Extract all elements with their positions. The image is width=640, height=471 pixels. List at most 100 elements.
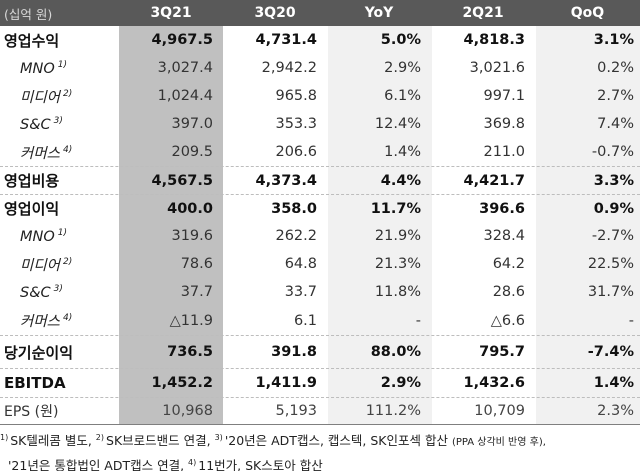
cell-3q21: 209.5 xyxy=(171,144,213,160)
cell-2q21: 795.7 xyxy=(479,344,525,360)
cell-3q21: 3,027.4 xyxy=(157,60,213,76)
cell-yoy: 88.0% xyxy=(370,344,421,360)
table-row: 영업이익 400.0 358.0 11.7% 396.6 0.9% xyxy=(0,194,640,222)
cell-2q21: 4,818.3 xyxy=(463,32,525,48)
cell-2q21: 211.0 xyxy=(483,144,525,160)
row-label: 미디어 2) xyxy=(20,256,73,274)
cell-qoq: 7.4% xyxy=(597,116,634,132)
cell-3q21: 78.6 xyxy=(180,256,213,272)
cell-3q20: 2,942.2 xyxy=(261,60,317,76)
table-row: MNO 1) 3,027.4 2,942.2 2.9% 3,021.6 0.2% xyxy=(0,54,640,82)
cell-3q21: 397.0 xyxy=(171,116,213,132)
table-row: 영업비용 4,567.5 4,373.4 4.4% 4,421.7 3.3% xyxy=(0,166,640,194)
3q21-column-highlight xyxy=(119,26,223,425)
row-label: 당기순이익 xyxy=(4,343,74,362)
footnote-marker: 3) xyxy=(53,283,63,294)
footnote-marker: 2) xyxy=(63,256,73,267)
cell-yoy: 11.8% xyxy=(374,284,421,300)
cell-3q21: 1,024.4 xyxy=(157,88,213,104)
qoq-column-shade xyxy=(536,26,640,425)
cell-3q20: 1,411.9 xyxy=(255,375,317,391)
footnote-marker: 1) xyxy=(57,59,68,70)
cell-yoy: 21.9% xyxy=(374,228,421,244)
footnote-text: 11번가, SK스토아 합산 xyxy=(198,458,323,471)
cell-2q21: 997.1 xyxy=(483,88,525,104)
cell-2q21: 396.6 xyxy=(479,200,525,217)
cell-3q20: 206.6 xyxy=(275,144,317,160)
cell-2q21: △6.6 xyxy=(490,312,525,329)
cell-3q21: △11.9 xyxy=(169,312,213,329)
col-header-3q21: 3Q21 xyxy=(150,5,192,21)
footnote-marker: 3) xyxy=(214,433,223,442)
col-header-3q20: 3Q20 xyxy=(254,5,296,21)
table-row: S&C 3) 397.0 353.3 12.4% 369.8 7.4% xyxy=(0,110,640,138)
cell-qoq: 31.7% xyxy=(587,284,634,300)
cell-3q20: 358.0 xyxy=(271,200,317,217)
cell-yoy: 1.4% xyxy=(384,144,421,160)
table-row: 미디어 2) 78.6 64.8 21.3% 64.2 22.5% xyxy=(0,250,640,278)
footnote-marker: 2) xyxy=(63,88,73,99)
cell-qoq: 2.3% xyxy=(597,403,634,419)
cell-3q20: 965.8 xyxy=(275,88,317,104)
cell-3q21: 4,967.5 xyxy=(151,32,213,48)
table-row: 커머스 4) 209.5 206.6 1.4% 211.0 -0.7% xyxy=(0,138,640,166)
cell-3q20: 4,731.4 xyxy=(255,32,317,48)
table-row: MNO 1) 319.6 262.2 21.9% 328.4 -2.7% xyxy=(0,222,640,250)
cell-qoq: 2.7% xyxy=(597,88,634,104)
cell-yoy: 12.4% xyxy=(374,116,421,132)
unit-label: (십억 원) xyxy=(4,6,53,22)
table-bottom-border xyxy=(0,424,640,425)
row-label: 영업비용 xyxy=(4,172,60,190)
cell-yoy: 2.9% xyxy=(384,60,421,76)
footnote-marker: 4) xyxy=(63,144,73,155)
row-label: 영업수익 xyxy=(4,31,60,50)
row-label: S&C 3) xyxy=(20,115,63,133)
cell-3q21: 319.6 xyxy=(171,228,213,244)
footnote-marker: 1) xyxy=(57,227,68,238)
cell-3q20: 6.1 xyxy=(293,312,317,329)
cell-3q20: 4,373.4 xyxy=(255,172,317,189)
cell-yoy: 4.4% xyxy=(380,172,421,189)
cell-yoy: 111.2% xyxy=(365,403,421,419)
row-label: 영업이익 xyxy=(4,200,60,218)
cell-qoq: 3.3% xyxy=(593,172,634,189)
cell-2q21: 28.6 xyxy=(492,284,525,300)
cell-yoy: 6.1% xyxy=(384,88,421,104)
cell-2q21: 369.8 xyxy=(483,116,525,132)
footnote-line-2: '21년은 통합법인 ADT캡스 연결, 4) 11번가, SK스토아 합산 xyxy=(0,453,640,471)
cell-3q21: 37.7 xyxy=(180,284,213,300)
cell-3q21: 736.5 xyxy=(167,344,213,360)
row-label: 커머스 4) xyxy=(20,144,73,162)
cell-qoq: 0.9% xyxy=(593,200,634,217)
cell-3q21: 10,968 xyxy=(162,403,213,419)
footnote-text: SK브로드밴드 연결, xyxy=(106,433,211,448)
col-header-2q21: 2Q21 xyxy=(462,5,504,21)
cell-2q21: 1,432.6 xyxy=(463,375,525,391)
cell-2q21: 328.4 xyxy=(483,228,525,244)
table-row: 미디어 2) 1,024.4 965.8 6.1% 997.1 2.7% xyxy=(0,82,640,110)
row-label: MNO 1) xyxy=(20,59,68,77)
col-header-qoq: QoQ xyxy=(570,5,605,21)
cell-qoq: 0.2% xyxy=(597,60,634,76)
table-row: EPS (원) 10,968 5,193 111.2% 10,709 2.3% xyxy=(0,397,640,424)
cell-3q20: 391.8 xyxy=(271,344,317,360)
cell-qoq: 1.4% xyxy=(593,375,634,391)
table-row: 영업수익 4,967.5 4,731.4 5.0% 4,818.3 3.1% xyxy=(0,26,640,54)
cell-3q20: 353.3 xyxy=(275,116,317,132)
row-label: 커머스 4) xyxy=(20,313,73,330)
footnote-text: '20년은 ADT캡스, 캡스텍, SK인포섹 합산 xyxy=(224,433,448,448)
cell-2q21: 64.2 xyxy=(492,256,525,272)
cell-yoy: 21.3% xyxy=(374,256,421,272)
footnote-marker: 1) xyxy=(0,433,9,442)
cell-3q20: 64.8 xyxy=(284,256,317,272)
table-body: 영업수익 4,967.5 4,731.4 5.0% 4,818.3 3.1% M… xyxy=(0,26,640,424)
footnote-text: '21년은 통합법인 ADT캡스 연결, xyxy=(8,458,185,471)
row-label: 미디어 2) xyxy=(20,88,73,106)
cell-yoy: 2.9% xyxy=(380,375,421,391)
cell-2q21: 4,421.7 xyxy=(463,172,525,189)
cell-qoq: 22.5% xyxy=(587,256,634,272)
cell-3q20: 33.7 xyxy=(284,284,317,300)
cell-qoq: -2.7% xyxy=(591,228,634,244)
cell-3q21: 400.0 xyxy=(167,200,213,217)
footnote-note: (PPA 상각비 반영 후), xyxy=(451,437,546,448)
